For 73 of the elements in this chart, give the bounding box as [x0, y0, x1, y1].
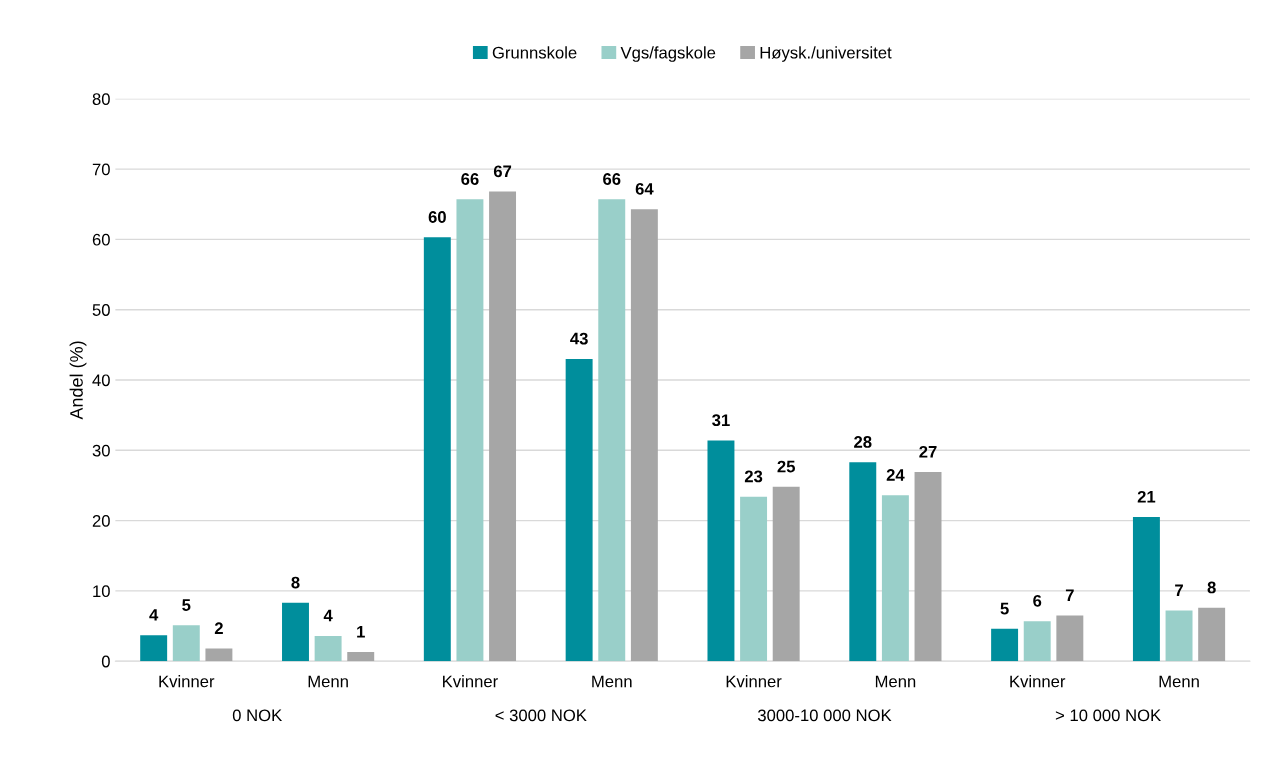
text: 0 NOK [232, 709, 283, 722]
text: > 10 000 NOK [1055, 709, 1161, 722]
data-label: 6 [1033, 594, 1042, 607]
bar [1023, 621, 1051, 662]
data-label: 64 [635, 182, 654, 195]
bar [740, 496, 768, 662]
data-label: 28 [854, 436, 872, 448]
legend-label: Grunnskole [492, 46, 577, 59]
legend-label: Vgs/fagskole [620, 46, 716, 62]
data-label: 67 [493, 165, 512, 178]
bar [881, 495, 909, 662]
bar [598, 199, 626, 662]
y-tick-label: 30 [92, 444, 110, 457]
bar [205, 648, 233, 662]
text: 3000-10 000 NOK [757, 709, 892, 722]
bar [140, 635, 168, 662]
bar [630, 209, 658, 662]
bar [991, 628, 1019, 662]
bar [314, 635, 342, 662]
bar [772, 486, 800, 662]
x-tick-label: Menn [308, 675, 348, 688]
text: < 3000 NOK [495, 709, 587, 722]
bar [707, 440, 735, 662]
data-label: 25 [777, 460, 795, 473]
data-label: 1 [357, 626, 365, 638]
bar [423, 237, 451, 662]
data-label: 4 [149, 609, 159, 621]
x-tick-label: Menn [592, 675, 632, 688]
bar [849, 462, 877, 662]
bar [1165, 610, 1193, 662]
bar [282, 602, 309, 662]
bar [914, 472, 942, 662]
x-tick-label: Kvinner [443, 675, 498, 688]
bar [1056, 615, 1084, 662]
data-label: 24 [886, 469, 905, 481]
x-tick-label: Menn [875, 675, 916, 688]
y-axis-title: Andel (%) [69, 341, 87, 420]
y-tick-label: 10 [93, 585, 110, 598]
bar [1198, 607, 1226, 662]
data-label: 60 [428, 211, 446, 223]
data-label: 66 [603, 173, 621, 185]
data-label: 31 [712, 414, 730, 427]
data-label: 8 [291, 576, 300, 589]
data-label: 8 [1207, 581, 1216, 594]
y-tick-label: 40 [92, 374, 110, 387]
y-tick-label: 70 [92, 163, 110, 176]
data-label: 21 [1137, 490, 1156, 503]
bar [456, 199, 484, 662]
data-label: 5 [182, 599, 191, 611]
x-tick-label: Kvinner [159, 675, 215, 688]
y-tick-label: 0 [101, 655, 110, 668]
data-label: 23 [744, 470, 763, 483]
data-label: 4 [323, 609, 333, 622]
data-label: 27 [919, 445, 937, 458]
y-tick-label: 20 [92, 515, 110, 527]
y-tick-label: 80 [92, 93, 110, 105]
x-tick-label: Kvinner [1010, 675, 1066, 688]
bar [489, 191, 517, 662]
y-tick-label: 60 [92, 233, 110, 246]
data-label: 2 [214, 622, 223, 634]
bar [172, 625, 200, 662]
bar [1132, 517, 1160, 662]
bar [347, 652, 375, 662]
data-label: 66 [461, 173, 479, 185]
x-tick-label: Kvinner [726, 675, 782, 688]
y-tick-label: 50 [92, 304, 110, 316]
data-label: 7 [1175, 584, 1183, 597]
x-tick-label: Menn [1159, 675, 1199, 688]
legend-label: Høysk./universitet [760, 46, 892, 62]
data-label: 7 [1065, 589, 1074, 601]
data-label: 43 [570, 332, 588, 345]
bar [565, 358, 593, 662]
data-label: 5 [1000, 602, 1009, 615]
